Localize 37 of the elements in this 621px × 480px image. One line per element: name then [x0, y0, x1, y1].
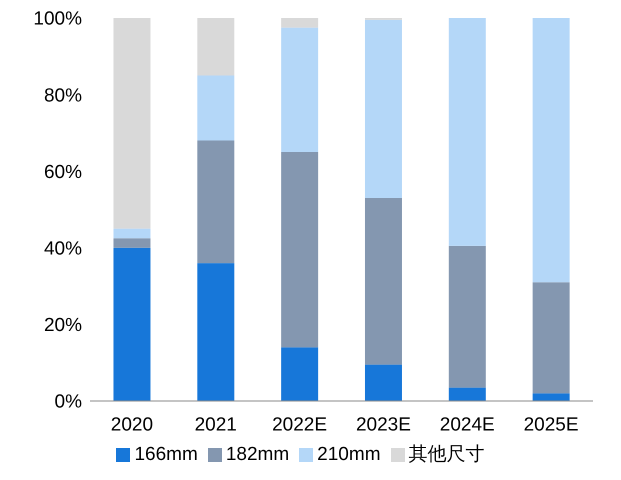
x-tick-label: 2022E: [272, 414, 328, 436]
bar: [197, 18, 234, 76]
y-tick-label: 40%: [44, 238, 82, 260]
bar: [532, 393, 570, 401]
bar: [197, 75, 234, 141]
bar: [281, 347, 318, 401]
x-tick-label: 2024E: [440, 414, 495, 436]
bar: [197, 140, 234, 264]
bar: [448, 18, 486, 246]
y-tick-label: 100%: [33, 8, 82, 30]
legend-label: 166mm: [134, 444, 198, 465]
bar: [448, 388, 486, 401]
bar: [113, 228, 150, 238]
bar: [113, 18, 150, 229]
bar: [532, 282, 570, 394]
bar: [281, 28, 318, 152]
x-tick-label: 2021: [194, 414, 237, 436]
bar: [197, 263, 234, 401]
bar: [113, 238, 150, 248]
bar: [364, 364, 402, 401]
x-tick-label: 2023E: [356, 414, 411, 436]
bar: [448, 246, 486, 388]
y-tick-label: 20%: [44, 315, 82, 336]
bar: [281, 18, 318, 28]
y-tick-label: 60%: [44, 162, 82, 183]
bar: [364, 20, 402, 198]
bar: [281, 152, 318, 348]
bar: [364, 198, 402, 365]
x-tick-label: 2020: [110, 414, 154, 436]
bar: [113, 248, 150, 401]
y-tick-label: 80%: [44, 85, 82, 106]
x-tick-label: 2025E: [524, 414, 579, 436]
legend-label: 182mm: [226, 444, 290, 465]
bar: [532, 18, 570, 282]
y-tick-label: 0%: [54, 392, 82, 413]
legend-label: 210mm: [317, 444, 381, 465]
legend-label: 其他尺寸: [408, 444, 485, 465]
